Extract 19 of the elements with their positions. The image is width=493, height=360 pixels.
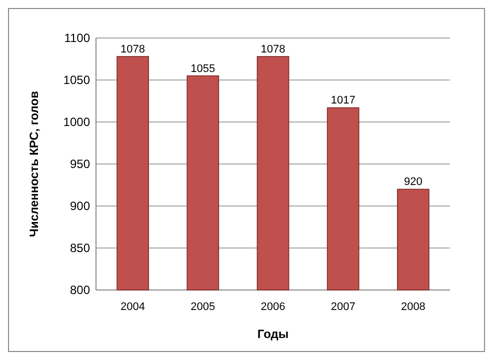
- y-tick-label: 1100: [64, 31, 90, 46]
- y-tick-label: 850: [70, 241, 90, 256]
- x-axis-title: Годы: [257, 327, 289, 341]
- x-tick-label: 2008: [400, 301, 426, 313]
- data-label: 1017: [330, 94, 356, 107]
- x-tick-label: 2004: [120, 301, 146, 313]
- data-label: 1078: [120, 43, 146, 56]
- x-tick-label: 2006: [260, 301, 286, 313]
- data-label: 1078: [260, 43, 286, 56]
- data-label: 920: [404, 176, 422, 188]
- data-label: 1055: [190, 62, 216, 75]
- y-tick-label: 800: [70, 283, 90, 298]
- y-tick-label: 900: [70, 199, 90, 214]
- y-tick-label: 1000: [63, 115, 90, 130]
- y-axis-title: Численность КРС, голов: [27, 91, 41, 237]
- y-tick-label: 1050: [63, 73, 90, 88]
- x-tick-label: 2005: [190, 301, 216, 313]
- y-tick-label: 950: [70, 157, 90, 172]
- x-tick-label: 2007: [330, 301, 356, 313]
